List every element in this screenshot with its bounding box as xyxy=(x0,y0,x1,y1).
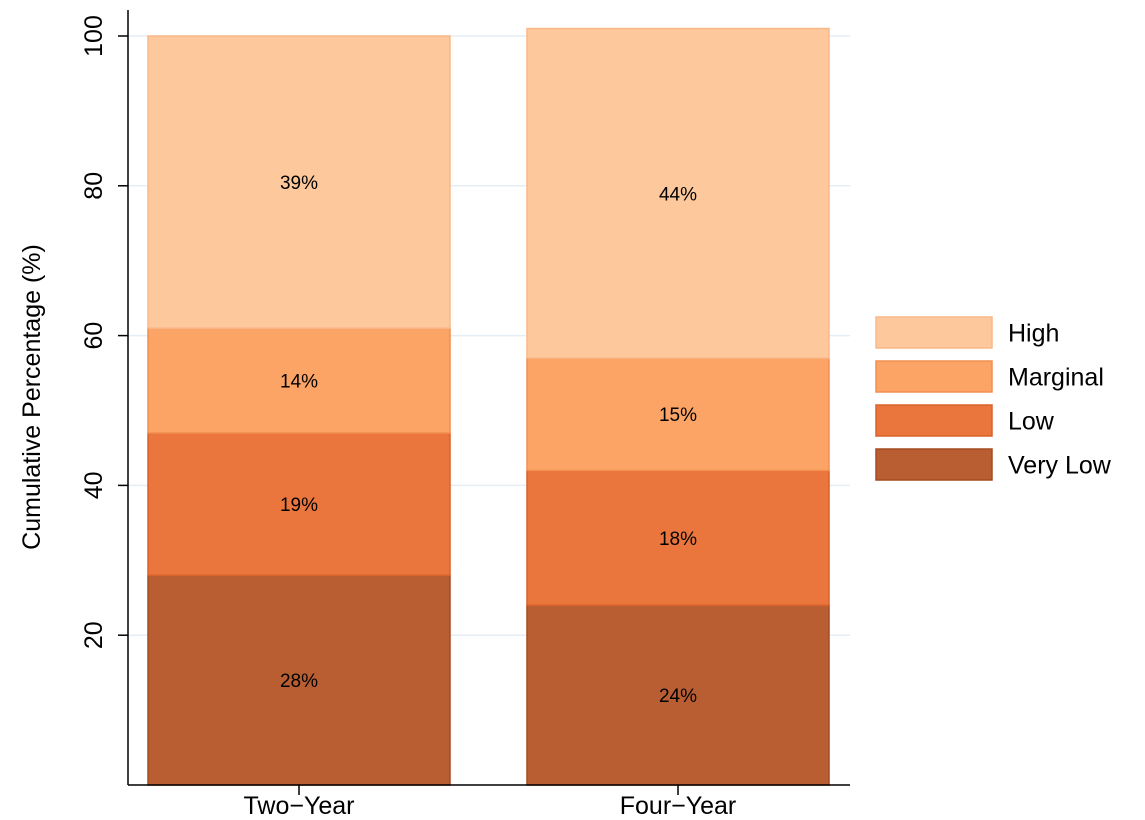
y-axis-title: Cumulative Percentage (%) xyxy=(18,244,46,550)
legend-swatch xyxy=(875,360,993,393)
bar-segment xyxy=(147,35,451,329)
x-tick-label: Two−Year xyxy=(244,792,355,820)
data-label: 28% xyxy=(280,671,318,692)
data-label: 15% xyxy=(659,405,697,426)
y-tick-label: 80 xyxy=(80,172,108,200)
bar-segment xyxy=(147,574,451,786)
data-label: 19% xyxy=(280,495,318,516)
legend-swatch xyxy=(875,404,993,437)
bars xyxy=(147,27,830,786)
data-label: 24% xyxy=(659,686,697,707)
bar-segment xyxy=(147,432,451,577)
x-tick-label: Four−Year xyxy=(620,792,737,820)
data-labels: 28% 19% 14% 39% 24% 18% 15% 44% xyxy=(280,173,697,707)
data-label: 44% xyxy=(659,184,697,205)
y-ticks: 20 40 60 80 100 xyxy=(80,15,128,649)
legend-swatch xyxy=(875,316,993,349)
y-tick-label: 100 xyxy=(80,15,108,57)
legend-label: High xyxy=(1008,320,1059,348)
legend-swatch xyxy=(875,448,993,481)
y-tick-label: 60 xyxy=(80,322,108,350)
axes xyxy=(127,10,850,786)
legend-label: Low xyxy=(1008,408,1055,436)
legend-label: Very Low xyxy=(1008,452,1112,480)
x-ticks: Two−Year Four−Year xyxy=(244,785,737,820)
bar-segment xyxy=(526,27,830,359)
legend: High Marginal Low Very Low xyxy=(875,316,1112,481)
legend-label: Marginal xyxy=(1008,364,1104,392)
y-tick-label: 20 xyxy=(80,621,108,649)
bar-segment xyxy=(526,357,830,472)
data-label: 18% xyxy=(659,529,697,550)
data-label: 39% xyxy=(280,173,318,194)
y-tick-label: 40 xyxy=(80,471,108,499)
data-label: 14% xyxy=(280,372,318,393)
